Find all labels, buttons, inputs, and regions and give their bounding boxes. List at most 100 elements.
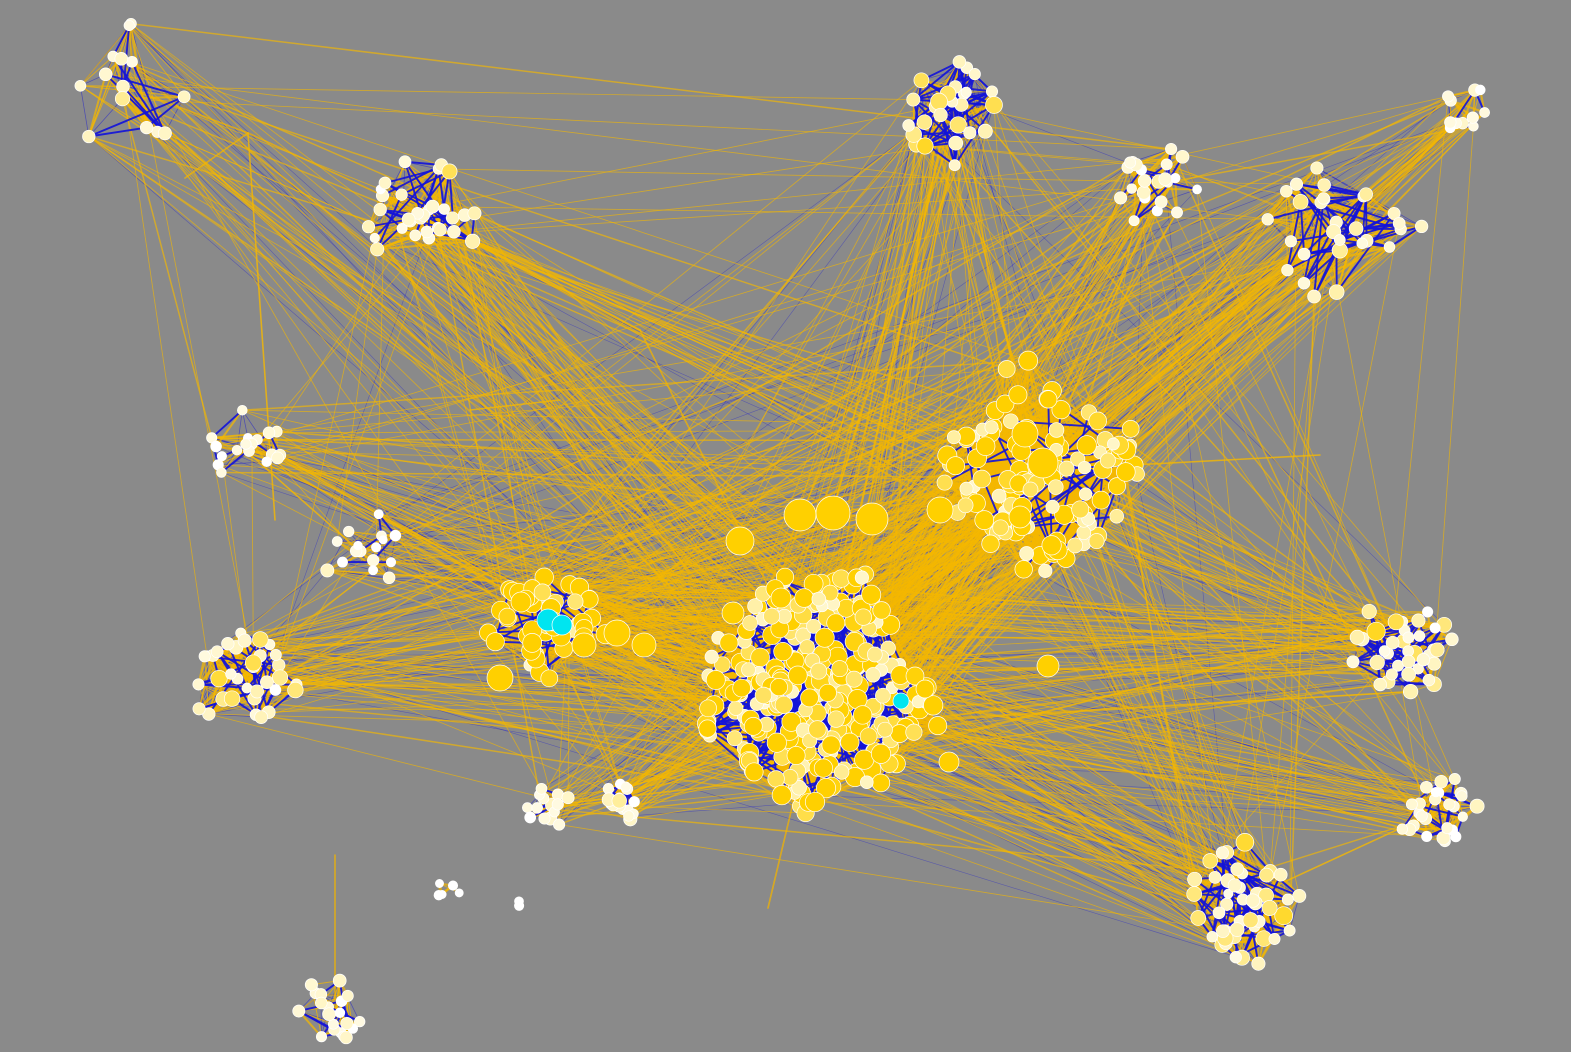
graph-node[interactable]	[1067, 537, 1083, 554]
graph-node[interactable]	[320, 563, 335, 578]
graph-node[interactable]	[949, 116, 967, 134]
graph-node[interactable]	[216, 467, 227, 478]
graph-node[interactable]	[139, 120, 154, 135]
graph-node[interactable]	[726, 730, 743, 747]
graph-node[interactable]	[1273, 867, 1288, 882]
graph-node[interactable]	[769, 678, 788, 697]
graph-node[interactable]	[742, 615, 758, 631]
graph-node[interactable]	[803, 573, 824, 594]
graph-node[interactable]	[1235, 833, 1255, 852]
graph-node[interactable]	[948, 159, 961, 172]
graph-node[interactable]	[216, 451, 227, 462]
graph-node[interactable]	[244, 654, 262, 672]
graph-node[interactable]	[1457, 811, 1468, 822]
graph-node[interactable]	[1088, 411, 1107, 431]
graph-node[interactable]	[1411, 613, 1426, 628]
graph-node[interactable]	[1114, 191, 1128, 205]
graph-node[interactable]	[875, 687, 891, 704]
graph-node[interactable]	[210, 645, 224, 659]
graph-highlighted-node[interactable]	[551, 614, 573, 636]
graph-node[interactable]	[237, 404, 248, 416]
graph-node[interactable]	[1192, 184, 1202, 195]
graph-node[interactable]	[1429, 642, 1445, 658]
graph-node[interactable]	[767, 770, 785, 788]
graph-node[interactable]	[332, 973, 347, 988]
graph-node[interactable]	[1229, 922, 1245, 937]
graph-node[interactable]	[533, 583, 552, 602]
graph-node[interactable]	[1448, 773, 1461, 785]
graph-node[interactable]	[1297, 247, 1311, 261]
graph-node[interactable]	[177, 90, 191, 104]
graph-node[interactable]	[1444, 116, 1457, 129]
graph-node[interactable]	[1443, 798, 1456, 811]
graph-node[interactable]	[522, 802, 533, 813]
graph-node[interactable]	[1186, 886, 1203, 902]
graph-node[interactable]	[1136, 185, 1151, 200]
graph-node[interactable]	[433, 890, 444, 901]
graph-highlighted-node[interactable]	[892, 692, 910, 710]
graph-node[interactable]	[467, 206, 482, 221]
graph-node[interactable]	[1245, 893, 1260, 908]
graph-node[interactable]	[788, 665, 808, 686]
graph-node[interactable]	[1259, 867, 1274, 883]
graph-node[interactable]	[524, 811, 537, 824]
graph-node[interactable]	[928, 716, 948, 736]
graph-node[interactable]	[1366, 621, 1386, 641]
graph-node[interactable]	[1088, 533, 1105, 550]
graph-node[interactable]	[1227, 878, 1242, 893]
graph-node[interactable]	[1165, 142, 1178, 156]
graph-hub-node[interactable]	[486, 664, 514, 692]
graph-hub-node[interactable]	[783, 498, 817, 532]
graph-node[interactable]	[985, 96, 1003, 114]
graph-node[interactable]	[385, 557, 397, 568]
graph-node[interactable]	[82, 129, 96, 144]
graph-hub-node[interactable]	[603, 619, 631, 647]
graph-node[interactable]	[826, 613, 846, 633]
graph-node[interactable]	[984, 420, 999, 435]
graph-node[interactable]	[368, 565, 379, 576]
graph-hub-node[interactable]	[815, 495, 851, 531]
graph-node[interactable]	[794, 588, 814, 608]
graph-node[interactable]	[447, 224, 461, 239]
graph-node[interactable]	[1268, 933, 1281, 945]
graph-node[interactable]	[743, 717, 763, 736]
graph-node[interactable]	[1048, 422, 1065, 438]
graph-node[interactable]	[1414, 219, 1429, 234]
graph-node[interactable]	[1071, 500, 1090, 519]
graph-node[interactable]	[732, 678, 751, 698]
graph-node[interactable]	[704, 649, 719, 664]
graph-node[interactable]	[1415, 810, 1428, 823]
graph-node[interactable]	[1208, 871, 1222, 884]
graph-hub-node[interactable]	[855, 502, 889, 536]
graph-node[interactable]	[262, 426, 276, 440]
graph-node[interactable]	[315, 996, 328, 1010]
graph-node[interactable]	[930, 92, 948, 111]
graph-node[interactable]	[435, 879, 444, 888]
graph-node[interactable]	[123, 19, 135, 32]
graph-node[interactable]	[531, 802, 543, 814]
graph-hub-node[interactable]	[926, 496, 954, 524]
graph-node[interactable]	[1039, 390, 1058, 409]
graph-node[interactable]	[354, 1015, 366, 1028]
graph-node[interactable]	[815, 778, 837, 799]
graph-node[interactable]	[114, 91, 131, 107]
graph-node[interactable]	[1348, 221, 1364, 236]
graph-node[interactable]	[786, 746, 806, 765]
graph-node[interactable]	[741, 662, 756, 678]
graph-node[interactable]	[959, 481, 974, 496]
graph-node[interactable]	[821, 735, 841, 755]
graph-node[interactable]	[371, 542, 382, 553]
graph-node[interactable]	[1420, 780, 1433, 794]
graph-node[interactable]	[1422, 606, 1434, 618]
graph-node[interactable]	[840, 732, 860, 752]
graph-node[interactable]	[1077, 460, 1092, 475]
graph-node[interactable]	[401, 212, 416, 227]
graph-node[interactable]	[1190, 910, 1207, 926]
graph-node[interactable]	[1038, 563, 1053, 578]
graph-node[interactable]	[1261, 213, 1274, 226]
graph-node[interactable]	[340, 1016, 354, 1031]
graph-node[interactable]	[1456, 790, 1468, 802]
graph-node[interactable]	[995, 394, 1015, 414]
graph-node[interactable]	[1413, 630, 1426, 642]
